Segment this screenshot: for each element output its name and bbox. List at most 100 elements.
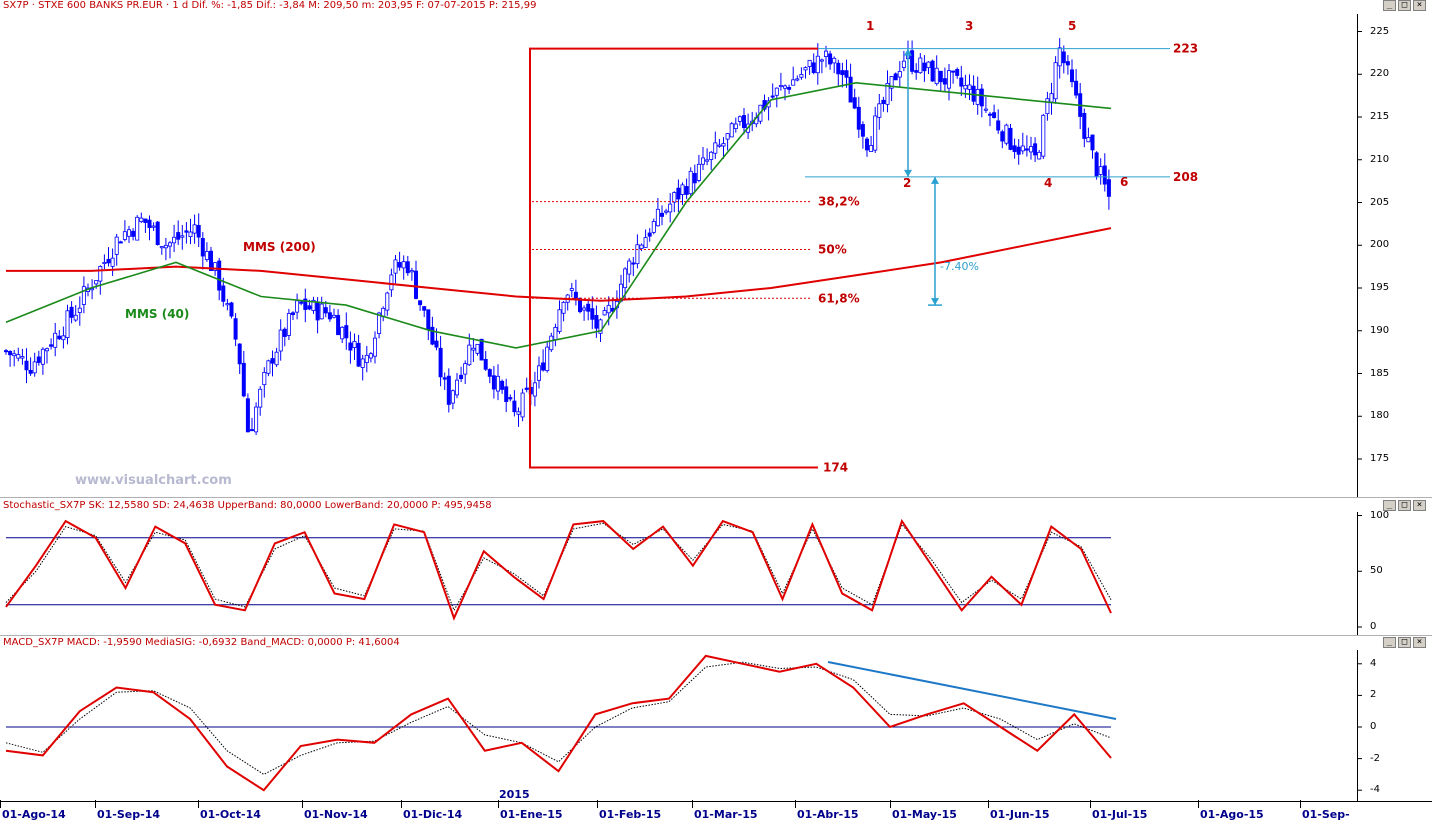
candle-body xyxy=(139,217,144,222)
candle-body xyxy=(315,301,320,321)
candle-body xyxy=(20,356,25,359)
pattern-point-label: 4 xyxy=(1044,176,1052,190)
candle-body xyxy=(672,192,677,203)
x-tick-label: 01-Oct-14 xyxy=(200,808,261,821)
minimize-button[interactable]: _ xyxy=(1383,637,1396,648)
candle-body xyxy=(118,241,123,244)
candle-body xyxy=(922,62,927,72)
candle-body xyxy=(1086,137,1091,143)
maximize-button[interactable]: □ xyxy=(1398,0,1411,11)
candle-body xyxy=(405,261,410,274)
candle-body xyxy=(1098,166,1103,175)
pattern-point-label: 3 xyxy=(965,19,973,33)
candle-body xyxy=(811,62,816,74)
macd-y-label: 0 xyxy=(1370,721,1377,732)
candle-body xyxy=(135,216,140,241)
candle-body xyxy=(635,244,640,265)
candle-body xyxy=(299,301,304,304)
pattern-point-label: 1 xyxy=(866,19,874,33)
candle-body xyxy=(24,360,29,371)
candle-body xyxy=(331,314,336,318)
candle-body xyxy=(696,163,701,181)
candle-body xyxy=(208,250,213,271)
height-arrow-head xyxy=(904,48,912,56)
minimize-button[interactable]: _ xyxy=(1383,0,1396,11)
price-y-label: 175 xyxy=(1370,453,1390,464)
close-button[interactable]: × xyxy=(1413,0,1426,11)
fib-label: 38,2% xyxy=(818,195,860,209)
candle-body xyxy=(151,225,156,228)
pattern-point-label: 5 xyxy=(1068,19,1076,33)
candle-body xyxy=(28,370,33,374)
candle-body xyxy=(709,151,714,160)
candle-body xyxy=(885,83,890,105)
candle-body xyxy=(434,340,439,348)
candle-body xyxy=(992,112,997,119)
candle-body xyxy=(729,123,734,138)
x-tick xyxy=(401,800,402,808)
candle-body xyxy=(377,312,382,334)
candle-body xyxy=(225,303,230,306)
candle-body xyxy=(1037,151,1042,160)
candle-body xyxy=(40,348,45,365)
candle-body xyxy=(213,262,218,271)
candle-body xyxy=(553,327,558,340)
price-y-label: 195 xyxy=(1370,282,1390,293)
candle-body xyxy=(778,85,783,88)
candle-body xyxy=(454,379,459,396)
x-tick xyxy=(1300,800,1301,808)
candle-body xyxy=(561,301,566,314)
candle-body xyxy=(787,86,792,90)
candle-body xyxy=(947,70,952,89)
price-pane: SX7P · STXE 600 BANKS PR.EUR · 1 d Dif. … xyxy=(0,0,1432,498)
candle-body xyxy=(651,221,656,233)
candle-body xyxy=(983,108,988,111)
fib-label: 50% xyxy=(818,243,847,257)
candle-body xyxy=(340,326,345,340)
candle-body xyxy=(910,50,915,72)
candle-body xyxy=(1065,61,1070,66)
candle-body xyxy=(409,270,414,273)
candle-body xyxy=(852,97,857,109)
close-button[interactable]: × xyxy=(1413,500,1426,511)
candle-body xyxy=(122,231,127,240)
candle-body xyxy=(53,332,58,348)
candle-body xyxy=(930,60,935,82)
candle-body xyxy=(348,342,353,351)
macd-y-label: 4 xyxy=(1370,657,1377,669)
macd-line xyxy=(5,654,1112,792)
candle-body xyxy=(721,143,726,147)
candle-body xyxy=(713,142,718,154)
price-header-p: P: 215,99 xyxy=(488,0,537,11)
candle-body xyxy=(274,351,279,366)
price-y-label: 205 xyxy=(1370,196,1390,208)
candle-body xyxy=(742,115,747,129)
maximize-button[interactable]: □ xyxy=(1398,500,1411,511)
candle-body xyxy=(942,78,947,85)
mms40-label: MMS (40) xyxy=(125,307,189,321)
candle-body xyxy=(1102,165,1107,185)
maximize-button[interactable]: □ xyxy=(1398,637,1411,648)
candle-body xyxy=(1061,51,1066,64)
candle-body xyxy=(36,356,41,363)
candle-body xyxy=(184,230,189,233)
candle-body xyxy=(266,360,271,374)
macd-signal-line xyxy=(5,661,1112,775)
candle-body xyxy=(57,335,62,340)
candle-body xyxy=(1004,124,1009,144)
candle-body xyxy=(770,95,775,98)
price-y-label: 225 xyxy=(1370,25,1390,37)
candle-body xyxy=(217,260,222,291)
candle-body xyxy=(311,299,316,311)
candle-body xyxy=(389,274,394,291)
price-y-label: 210 xyxy=(1370,153,1390,165)
candle-body xyxy=(418,300,423,306)
close-button[interactable]: × xyxy=(1413,637,1426,648)
minimize-button[interactable]: _ xyxy=(1383,500,1396,511)
x-tick-label: 01-Dic-14 xyxy=(403,808,463,821)
macd-y-axis xyxy=(1357,650,1358,801)
candle-body xyxy=(278,329,283,352)
stochastic-y-label: 0 xyxy=(1370,621,1377,632)
level-label-208: 208 xyxy=(1173,170,1198,184)
candle-body xyxy=(200,238,205,257)
